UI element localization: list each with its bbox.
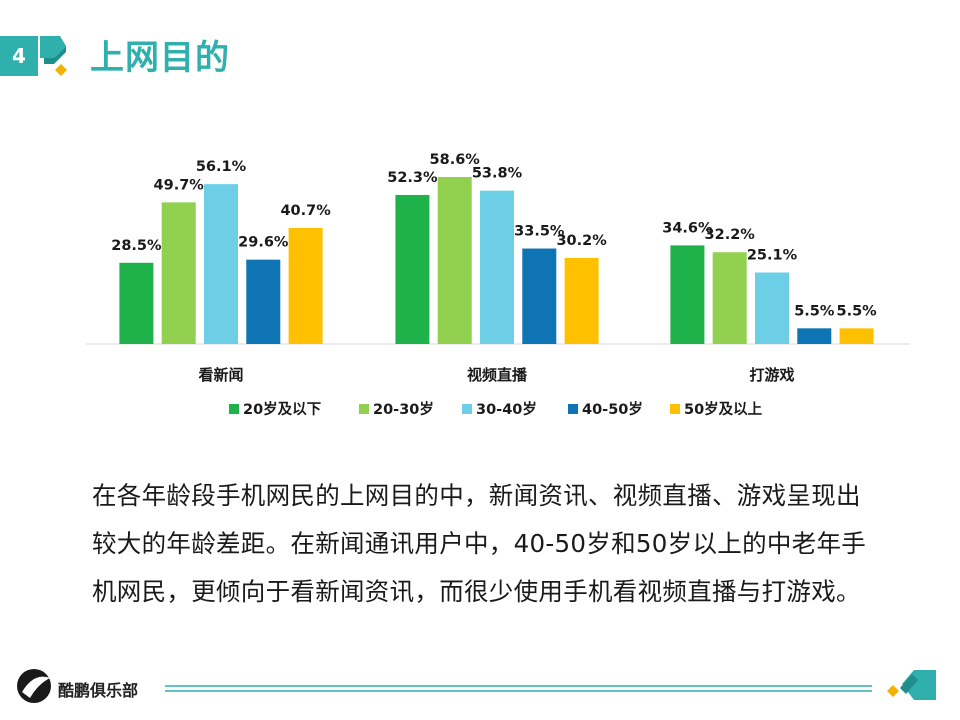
bar <box>288 228 323 344</box>
penguin-logo-wing <box>22 676 50 698</box>
data-label: 30.2% <box>556 233 607 249</box>
plot-area: 28.5% 49.7% 56.1% 29.6% 40.7% 看新闻 52.3% 58.6%53… <box>86 152 910 384</box>
slide-number-badge <box>0 36 38 76</box>
bar <box>712 252 747 344</box>
data-label: 58.6% <box>430 152 481 168</box>
data-label: 32.2% <box>705 227 756 243</box>
legend-label: 20岁及以下 <box>243 400 321 418</box>
data-label: 52.3% <box>387 170 438 186</box>
bar <box>395 194 430 344</box>
page-title: 上网目的 <box>90 38 230 78</box>
data-label: 28.5% <box>111 238 162 254</box>
data-label: 5.5% <box>794 303 835 319</box>
bar <box>246 259 281 344</box>
bar <box>437 177 472 344</box>
legend-swatch <box>359 404 369 414</box>
data-label: 40.7% <box>280 203 331 219</box>
category-label: 看新闻 <box>198 366 243 384</box>
data-label: 5.5% <box>836 303 877 319</box>
legend-swatch <box>568 404 578 414</box>
bar <box>480 190 514 344</box>
legend-label: 30-40岁 <box>476 400 537 418</box>
legend-swatch <box>462 404 472 414</box>
category-label: 打游戏 <box>749 366 794 384</box>
legend-swatch <box>229 404 239 414</box>
legend-label: 20-30岁 <box>373 400 434 418</box>
data-label: 33.5% <box>514 224 565 240</box>
bar <box>839 328 874 344</box>
footer-arrow-shadow <box>900 674 918 694</box>
slide-number: 4 <box>12 44 26 68</box>
bar <box>670 245 705 344</box>
data-label: 34.6% <box>662 220 713 236</box>
bar <box>204 184 238 344</box>
description-text: 在各年龄段手机网民的上网目的中，新闻资讯、视频直播、游戏呈现出较大的年龄差距。在… <box>92 481 867 606</box>
bar <box>522 248 557 344</box>
chart-legend: 20岁及以下 20-30岁 30-40岁 40-50岁 50岁及以上 <box>229 400 763 418</box>
data-label: 25.1% <box>747 247 798 263</box>
data-label: 29.6% <box>238 235 289 251</box>
bar <box>797 328 832 344</box>
bar <box>119 262 154 344</box>
legend-label: 50岁及以上 <box>684 400 763 418</box>
legend-swatch <box>670 404 680 414</box>
legend-label: 40-50岁 <box>582 400 643 418</box>
bar <box>161 202 196 344</box>
header-arrow-shadow <box>44 46 66 64</box>
data-label: 53.8% <box>472 166 523 182</box>
header-diamond-icon <box>55 64 67 76</box>
footer-diamond-icon <box>887 685 899 697</box>
footer-brand-name: 酷鹏俱乐部 <box>58 681 139 700</box>
bar <box>755 272 789 344</box>
category-label: 视频直播 <box>467 366 528 384</box>
data-label: 49.7% <box>154 177 205 193</box>
bar <box>564 257 599 344</box>
data-label: 56.1% <box>196 159 247 175</box>
